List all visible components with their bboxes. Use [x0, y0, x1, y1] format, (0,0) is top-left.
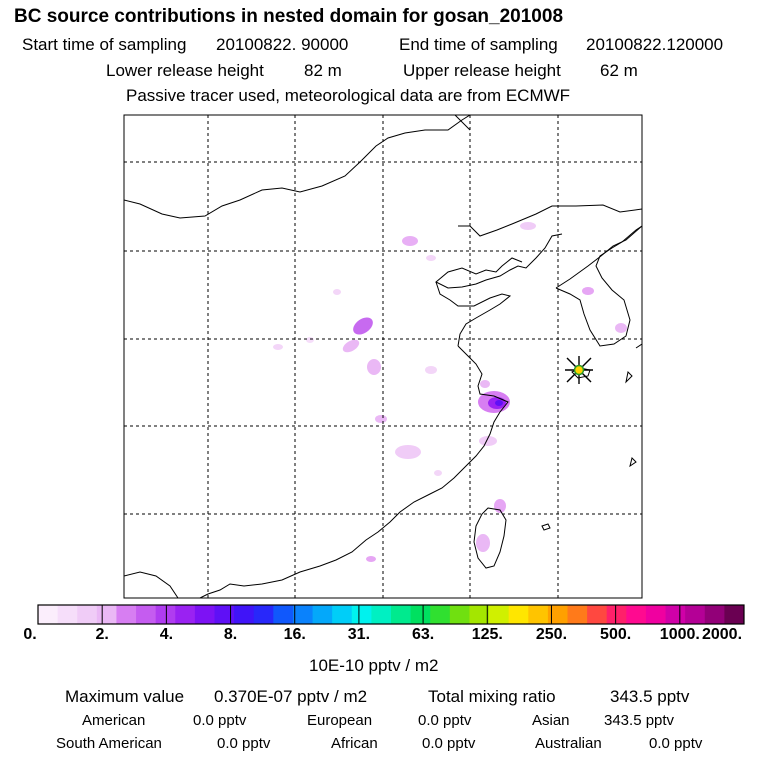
colorbar-tick-label: 16.	[283, 626, 306, 643]
colorbar-swatch	[489, 605, 510, 624]
lat-lon-grid	[124, 115, 642, 598]
colorbar-swatch	[547, 605, 568, 624]
source-value-australian: 0.0 pptv	[649, 735, 703, 752]
source-value-asian: 343.5 pptv	[604, 712, 675, 729]
colorbar-swatch	[469, 605, 490, 624]
source-value-european: 0.0 pptv	[418, 712, 472, 729]
colorbar-swatch	[96, 605, 117, 624]
colorbar-swatch	[606, 605, 627, 624]
colorbar-tick-label: 2000.	[701, 626, 743, 643]
colorbar-tick-label: 0.	[23, 626, 37, 643]
concentration-field	[273, 222, 627, 562]
colorbar-tick-label: 31.	[347, 626, 371, 643]
colorbar-swatch	[665, 605, 686, 624]
colorbar-swatch	[685, 605, 706, 624]
source-value-american: 0.0 pptv	[193, 712, 247, 729]
source-name-african: African	[331, 735, 378, 752]
coastlines	[124, 115, 642, 598]
upper-release-value: 62 m	[600, 61, 638, 80]
source-name-european: European	[307, 712, 373, 729]
total-mixing-label: Total mixing ratio	[428, 687, 556, 706]
source-value-african: 0.0 pptv	[422, 735, 476, 752]
receptor-star-icon	[565, 356, 593, 384]
colorbar-swatch	[273, 605, 294, 624]
colorbar-swatch	[704, 605, 725, 624]
colorbar-swatch	[136, 605, 157, 624]
map-title: BC source contributions in nested domain…	[14, 6, 564, 27]
tracer-note: Passive tracer used, meteorological data…	[126, 86, 571, 105]
colorbar-swatch	[567, 605, 588, 624]
source-name-asian: Asian	[532, 712, 570, 729]
map-frame	[123, 114, 643, 599]
colorbar-swatch	[234, 605, 255, 624]
source-value-south-american: 0.0 pptv	[217, 735, 271, 752]
colorbar-unit: 10E-10 pptv / m2	[309, 656, 439, 675]
colorbar-swatch	[587, 605, 608, 624]
colorbar-swatch	[645, 605, 667, 624]
colorbar-swatch	[528, 605, 549, 624]
source-name-american: American	[82, 712, 146, 729]
lower-release-value: 82 m	[304, 61, 342, 80]
colorbar-tick-label: 8.	[223, 626, 238, 643]
colorbar-swatch	[116, 605, 137, 624]
colorbar-tick-label: 500.	[600, 626, 632, 643]
colorbar-tick-label: 4.	[159, 626, 174, 643]
max-value: 0.370E-07 pptv / m2	[214, 687, 368, 706]
source-name-south-american: South American	[56, 735, 162, 752]
colorbar-tick-label: 2.	[95, 626, 109, 643]
colorbar-swatch	[332, 605, 353, 624]
colorbar-swatch	[391, 605, 412, 624]
source-name-australian: Australian	[535, 735, 602, 752]
colorbar-swatch	[175, 605, 196, 624]
map-panel	[123, 114, 643, 599]
colorbar-swatch	[155, 605, 176, 624]
end-time-value: 20100822.120000	[586, 35, 724, 54]
upper-release-label: Upper release height	[403, 61, 561, 80]
total-mixing-value: 343.5 pptv	[610, 687, 690, 706]
colorbar-tick-label: 63.	[411, 626, 435, 643]
colorbar-tick-label: 1000.	[659, 626, 700, 643]
max-value-label: Maximum value	[65, 687, 185, 706]
colorbar-swatch	[194, 605, 215, 624]
start-time-value: 20100822. 90000	[216, 35, 349, 54]
colorbar-tick-label: 250.	[535, 626, 568, 643]
colorbar-swatch	[253, 605, 274, 624]
lower-release-label: Lower release height	[106, 61, 264, 80]
colorbar-swatch	[57, 605, 78, 624]
colorbar-swatch	[371, 605, 392, 624]
colorbar-swatch	[214, 605, 235, 624]
start-time-label: Start time of sampling	[22, 35, 187, 54]
colorbar-swatch	[626, 605, 647, 624]
colorbar-swatch	[724, 605, 745, 624]
colorbar-swatch	[351, 605, 372, 624]
colorbar-swatch	[449, 605, 470, 624]
colorbar-swatch	[292, 605, 314, 624]
colorbar	[37, 604, 745, 625]
colorbar-swatch	[77, 605, 98, 624]
end-time-label: End time of sampling	[399, 35, 558, 54]
colorbar-tick-label: 125.	[471, 626, 503, 643]
colorbar-swatch	[508, 605, 529, 624]
colorbar-swatch	[430, 605, 451, 624]
colorbar-swatch	[410, 605, 431, 624]
colorbar-swatch	[312, 605, 333, 624]
colorbar-swatch	[38, 605, 59, 624]
